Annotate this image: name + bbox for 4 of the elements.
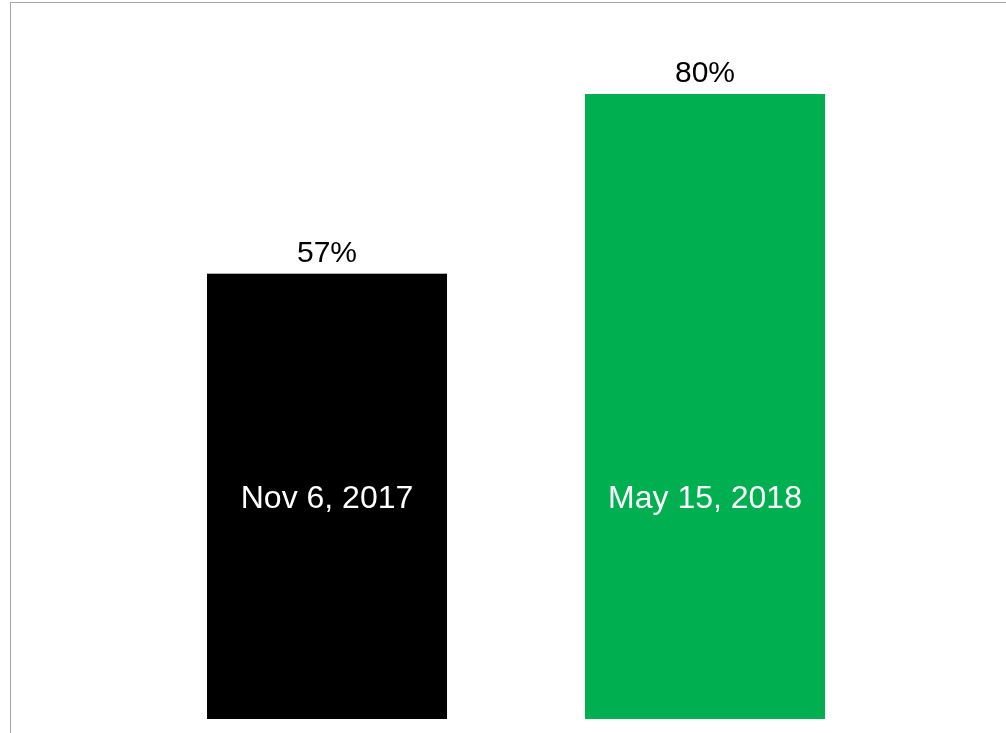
data-label: 57% (296, 234, 358, 268)
data-label: 80% (674, 55, 736, 88)
x-tick-label: Nov 6, 2017 (240, 479, 414, 515)
x-tick-label: May 15, 2018 (608, 479, 802, 515)
